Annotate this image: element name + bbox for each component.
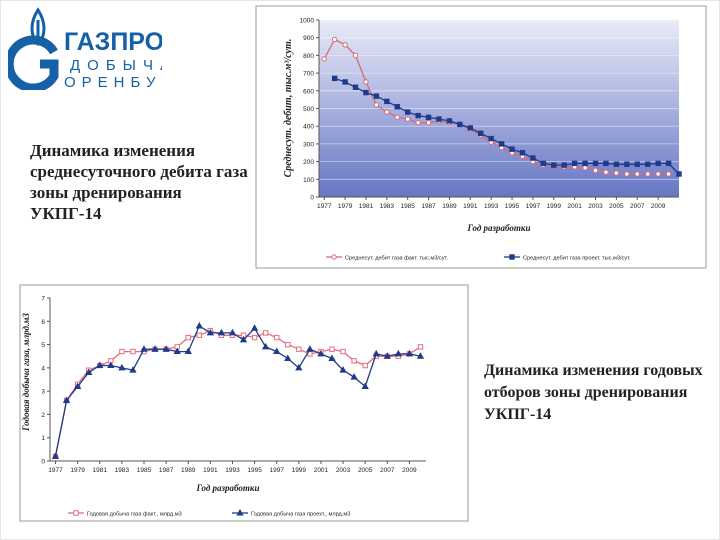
gazprom-logo: ГАЗПРОМ ДОБЫЧА ОРЕНБУРГ [8,7,162,90]
logo-line2: ДОБЫЧА [70,57,162,74]
caption-bottom: Динамика изменения годовых отборов зоны … [484,362,703,423]
logo-brand: ГАЗПРОМ [64,28,162,56]
caption-top: Динамика изменения среднесуточного дебит… [30,141,248,223]
g-letter-icon [8,35,59,90]
logo-line3: ОРЕНБУРГ [64,74,162,90]
